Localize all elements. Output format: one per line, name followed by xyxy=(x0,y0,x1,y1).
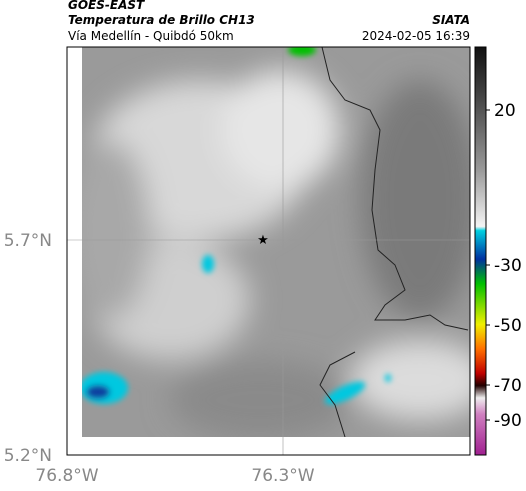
product: Temperatura de Brillo CH13 xyxy=(68,13,255,27)
satellite-image xyxy=(82,47,470,437)
map-frame xyxy=(66,46,471,456)
colorbar-label: -50 xyxy=(494,316,522,336)
timestamp: 2024-02-05 16:39 xyxy=(362,29,470,43)
border xyxy=(319,47,469,437)
colorbar xyxy=(474,46,487,456)
city-marker: ★ xyxy=(257,233,269,248)
source: SIATA xyxy=(432,13,470,27)
colorbar-label: -30 xyxy=(494,256,522,276)
colorbar-ticks: 20 -30 -50 -70 -90 xyxy=(486,101,522,431)
colorbar-label: -90 xyxy=(494,411,522,431)
satellite: GOES-EAST xyxy=(68,0,145,12)
colorbar-label: 20 xyxy=(494,101,516,121)
region: Vía Medellín - Quibdó 50km xyxy=(68,29,234,43)
colorbar-label: -70 xyxy=(494,376,522,396)
lat-label: 5.7°N xyxy=(4,231,52,251)
lat-label: 5.2°N xyxy=(4,446,52,466)
lon-label: 76.3°W xyxy=(251,466,314,486)
lon-label: 76.8°W xyxy=(35,466,98,486)
